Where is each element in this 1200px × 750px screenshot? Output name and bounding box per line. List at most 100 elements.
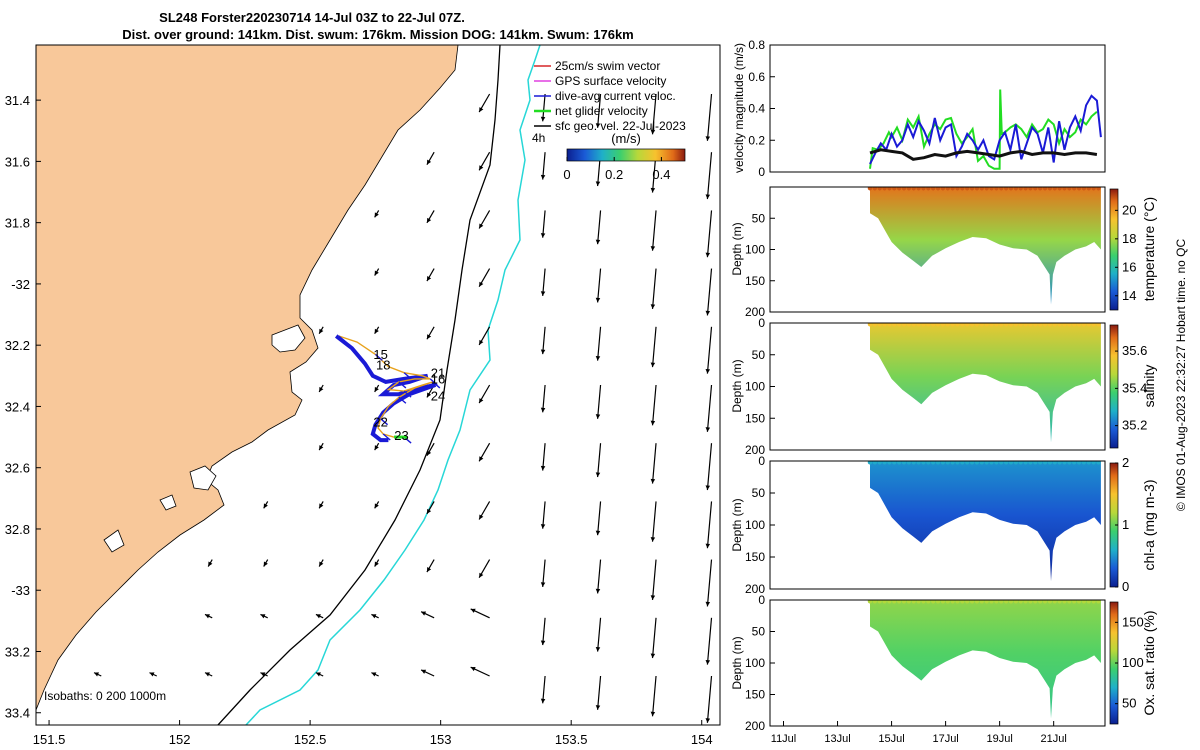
velocity-vector	[706, 384, 713, 432]
velocity-vector	[651, 443, 657, 484]
surface-sample	[882, 323, 887, 327]
velocity-vector	[542, 501, 546, 529]
surface-sample	[911, 323, 916, 327]
oxygen-section: Depth (m) Ox. sat. ratio (%) 0 50 100 150 20…	[730, 593, 1157, 733]
surface-sample	[1086, 323, 1091, 327]
velocity-vector	[597, 384, 602, 419]
colorbar-tick-label: 1	[1122, 517, 1129, 532]
dive-avg-vector	[398, 381, 407, 389]
surface-sample	[872, 323, 878, 327]
surface-sample	[960, 461, 965, 465]
velocity-vector-head	[263, 503, 268, 509]
map-colorbar-tick-label: 0	[563, 167, 570, 182]
map-colorbar-tick-label: 0.2	[605, 167, 623, 182]
legend-item-net-velocity: net glider velocity	[534, 104, 648, 118]
surface-sample	[1091, 600, 1096, 604]
depth-tick-label: 200	[745, 719, 765, 733]
temperature-ylabel: Depth (m)	[730, 222, 744, 275]
surface-sample	[892, 461, 897, 465]
surface-sample	[926, 323, 931, 327]
velocity-vector	[706, 152, 713, 200]
depth-tick-label: 50	[752, 211, 766, 225]
velocity-y-tick-label: 0.8	[748, 38, 765, 52]
velocity-series-line	[869, 148, 1098, 161]
surface-sample	[979, 461, 985, 465]
velocity-vector-head	[479, 514, 484, 520]
velocity-vector	[542, 268, 546, 296]
track-day-label: 15	[373, 347, 387, 362]
velocity-vector	[597, 326, 602, 361]
velocity-vector-head	[595, 181, 601, 187]
map-x-tick-label: 152.5	[294, 732, 327, 747]
glider-track	[334, 334, 441, 444]
surface-sample	[1023, 461, 1028, 465]
velocity-vector	[542, 384, 546, 413]
map-y-tick-label: 32.4	[5, 399, 30, 414]
surface-sample	[1018, 187, 1023, 191]
depth-tick-label: 100	[745, 380, 765, 394]
velocity-vector	[706, 93, 713, 141]
surface-sample	[999, 187, 1004, 191]
surface-velocity-vectors	[93, 93, 713, 723]
colorbar-tick-label: 100	[1122, 655, 1144, 670]
velocity-vector-head	[540, 174, 546, 180]
velocity-vector-head	[540, 407, 546, 413]
surface-sample	[999, 323, 1004, 327]
surface-sample	[921, 461, 926, 465]
surface-sample	[877, 461, 882, 465]
track-day-label: 18	[376, 358, 390, 373]
velocity-vector	[542, 93, 546, 122]
surface-sample	[916, 600, 921, 604]
depth-tick-label: 200	[745, 582, 765, 596]
depth-tick-label: 150	[745, 688, 765, 702]
velocity-vector-head	[650, 362, 656, 368]
velocity-vector-head	[426, 567, 432, 573]
surface-sample	[1096, 323, 1101, 327]
surface-sample	[906, 187, 912, 191]
velocity-vector-head	[260, 614, 266, 619]
depth-tick-label: 100	[745, 518, 765, 532]
velocity-vector-head	[479, 223, 484, 229]
surface-sample	[974, 187, 980, 191]
velocity-vector-head	[319, 503, 324, 509]
surface-sample	[1008, 187, 1014, 191]
legend-extra-4h: 4h	[532, 131, 545, 145]
velocity-vector	[706, 559, 713, 607]
velocity-vector-head	[540, 233, 546, 238]
surface-sample	[1042, 323, 1048, 327]
velocity-y-tick-label: 0	[758, 165, 765, 179]
map-y-tick-label: 32.2	[5, 338, 30, 353]
map-colorbar	[566, 148, 686, 162]
surface-sample	[867, 461, 873, 465]
title-line-2: Dist. over ground: 141km. Dist. swum: 17…	[122, 27, 634, 42]
velocity-vector	[597, 617, 602, 652]
velocity-vector-head	[650, 711, 656, 717]
surface-sample	[965, 187, 970, 191]
velocity-vector-head	[650, 187, 656, 193]
section-data-area	[870, 461, 1101, 582]
depth-tick-label: 0	[758, 454, 765, 468]
surface-sample	[960, 323, 965, 327]
velocity-vector	[542, 326, 546, 355]
legend-item-gps-velocity: GPS surface velocity	[534, 74, 666, 88]
surface-sample	[1062, 323, 1067, 327]
map-x-tick-label: 154	[691, 732, 713, 747]
velocity-vector-head	[540, 582, 546, 587]
surface-sample	[965, 461, 970, 465]
depth-tick-label: 50	[752, 486, 766, 500]
surface-sample	[926, 187, 931, 191]
colorbar-tick-label: 35.6	[1122, 343, 1147, 358]
surface-sample	[887, 187, 892, 191]
surface-sample	[1028, 323, 1033, 327]
surface-sample	[989, 600, 994, 604]
surface-sample	[960, 600, 965, 604]
surface-sample	[1081, 323, 1087, 327]
section-fill	[867, 187, 1101, 305]
surface-sample	[930, 187, 936, 191]
velocity-vector	[706, 501, 713, 549]
velocity-vector-head	[94, 672, 100, 677]
surface-sample	[921, 323, 926, 327]
section-data-area	[870, 600, 1101, 719]
surface-sample	[882, 187, 887, 191]
velocity-vector	[706, 443, 713, 491]
